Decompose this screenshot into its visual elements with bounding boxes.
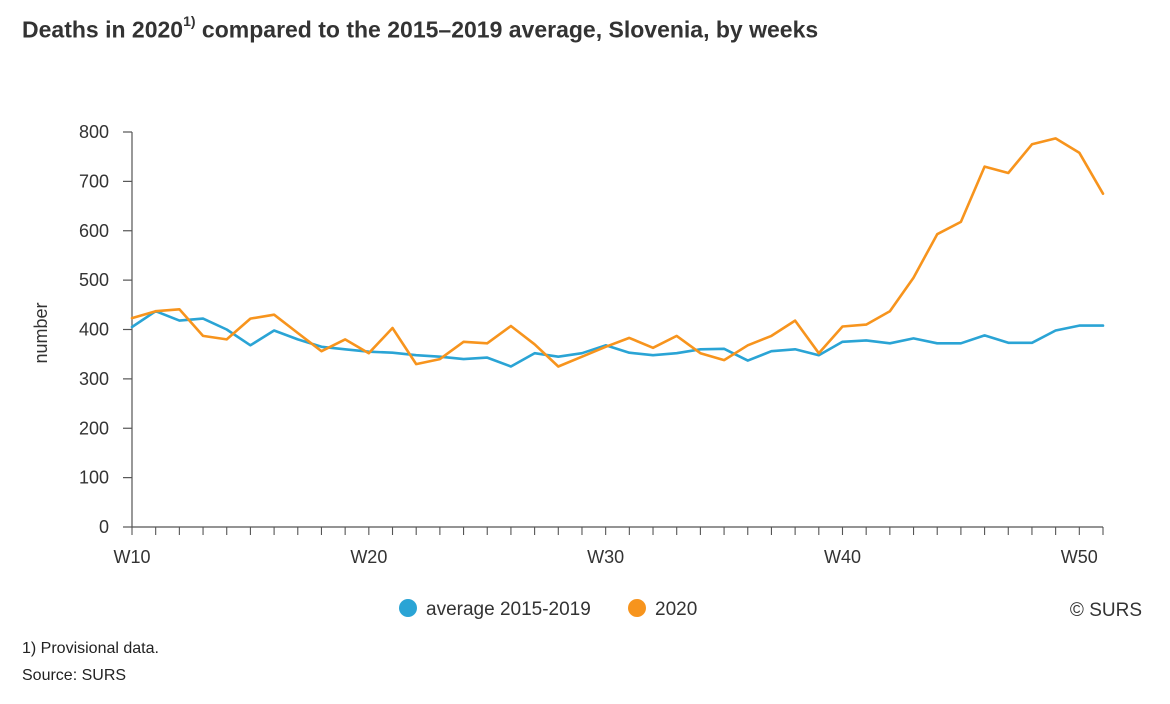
y-axis-label: number xyxy=(31,302,51,363)
y-axis: 0 100 200 300 400 500 600 700 800 xyxy=(79,122,133,537)
x-axis: W10 W20 W30 W40 W50 xyxy=(113,526,1104,567)
series-line-2020 xyxy=(130,137,1105,368)
x-tick-label: W50 xyxy=(1061,547,1098,567)
x-tick-label: W30 xyxy=(587,547,624,567)
chart-title-main: Deaths in 2020 xyxy=(22,16,184,43)
footnote-source: Source: SURS xyxy=(22,667,127,684)
y-tick-label: 800 xyxy=(79,122,109,142)
legend-label-average: average 2015-2019 xyxy=(426,599,591,620)
series-line-average xyxy=(130,309,1105,368)
footnote-provisional: 1) Provisional data. xyxy=(22,640,159,657)
y-tick-label: 600 xyxy=(79,221,109,241)
chart-title: Deaths in 20201) compared to the 2015–20… xyxy=(22,13,819,44)
x-tick-label: W40 xyxy=(824,547,861,567)
y-tick-label: 300 xyxy=(79,369,109,389)
y-tick-label: 200 xyxy=(79,418,109,438)
legend-label-2020: 2020 xyxy=(655,599,697,620)
legend: average 2015-2019 2020 xyxy=(399,599,697,620)
x-tick-label: W10 xyxy=(113,547,150,567)
chart-title-rest: compared to the 2015–2019 average, Slove… xyxy=(195,16,819,43)
series-lines xyxy=(130,137,1105,368)
copyright-label: © SURS xyxy=(1070,600,1142,621)
y-tick-label: 0 xyxy=(99,517,109,537)
y-tick-label: 700 xyxy=(79,171,109,191)
legend-marker-2020 xyxy=(628,599,646,617)
x-tick-label: W20 xyxy=(350,547,387,567)
y-tick-label: 400 xyxy=(79,320,109,340)
legend-marker-average xyxy=(399,599,417,617)
y-tick-label: 100 xyxy=(79,468,109,488)
chart-title-footnote-mark: 1) xyxy=(183,13,196,29)
line-chart: 0 100 200 300 400 500 600 700 800 W10 W20 W30 W40 W5… xyxy=(31,122,1142,621)
y-tick-label: 500 xyxy=(79,270,109,290)
